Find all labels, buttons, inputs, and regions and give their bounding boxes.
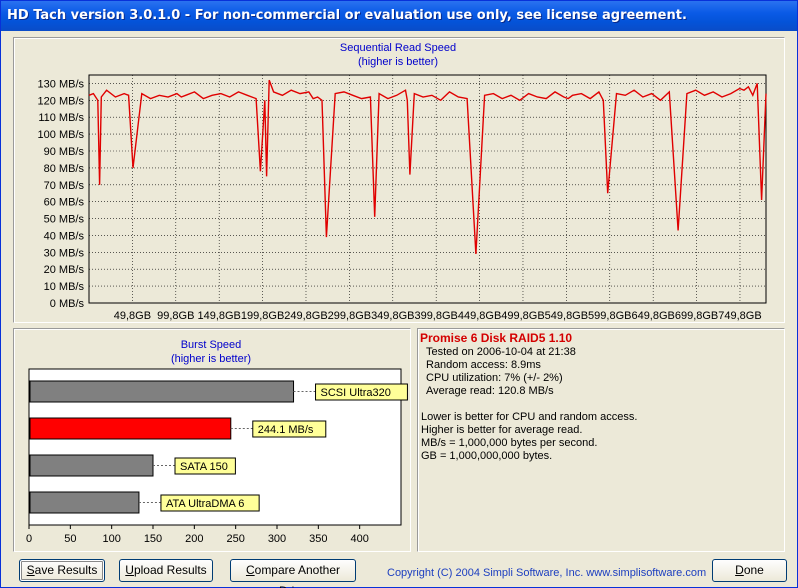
average-read-text: Average read: 120.8 MB/s <box>426 385 554 397</box>
burst-x-tick-label: 50 <box>64 533 76 545</box>
compare-drive-hotkey: C <box>245 563 255 577</box>
burst-x-tick-label: 0 <box>26 533 32 545</box>
burst-bar-label: SATA 150 <box>180 461 228 473</box>
seq-chart-subtitle: (higher is better) <box>358 56 438 68</box>
seq-y-tick-label: 0 MB/s <box>50 298 85 310</box>
seq-x-tick-label: 249,8GB <box>284 310 327 322</box>
seq-y-tick-label: 20 MB/s <box>44 264 85 276</box>
burst-label-box <box>174 457 236 475</box>
burst-speed-panel <box>13 328 411 552</box>
compare-drive-label: ompare Another Drive <box>254 563 341 588</box>
burst-x-tick-label: 400 <box>350 533 368 545</box>
seq-y-tick-label: 40 MB/s <box>44 230 85 242</box>
burst-bar <box>29 417 232 440</box>
seq-x-tick-label: 449,8GB <box>458 310 501 322</box>
burst-chart-x-ticks: 0 50 100 150 200 250 300 350 400 <box>26 525 369 545</box>
drive-info-panel <box>417 328 785 552</box>
seq-x-tick-label: 349,8GB <box>371 310 414 322</box>
seq-plot-area <box>88 74 767 304</box>
note-average-read: Higher is better for average read. <box>421 424 583 436</box>
burst-chart-bars: SCSI Ultra320 244.1 MB/s SATA 150 ATA Ultra… <box>29 380 408 514</box>
tested-on-text: Tested on 2006-10-04 at 21:38 <box>426 346 576 358</box>
done-hotkey: D <box>735 563 744 577</box>
burst-x-tick-label: 250 <box>226 533 244 545</box>
seq-y-tick-label: 50 MB/s <box>44 214 85 226</box>
seq-chart-y-ticks: 0 MB/s 10 MB/s 20 MB/s 30 MB/s 40 MB/s 50 MB/… <box>38 78 85 310</box>
seq-x-tick-label: 49,8GB <box>114 310 151 322</box>
save-results-button[interactable]: Save Results <box>19 559 105 582</box>
seq-y-tick-label: 90 MB/s <box>44 146 85 158</box>
upload-results-label: pload Results <box>133 563 207 577</box>
upload-results-button[interactable]: Upload Results <box>119 559 213 582</box>
seq-x-tick-label: 99,8GB <box>157 310 194 322</box>
note-cpu-random: Lower is better for CPU and random acces… <box>421 411 638 423</box>
save-results-label: ave Results <box>34 563 98 577</box>
burst-x-tick-label: 100 <box>102 533 120 545</box>
seq-y-tick-label: 30 MB/s <box>44 247 85 259</box>
done-label: one <box>743 563 764 577</box>
seq-y-tick-label: 80 MB/s <box>44 163 85 175</box>
seq-series-line <box>88 79 767 255</box>
burst-speed-chart: Burst Speed (higher is better) 0 50 100 150… <box>26 339 408 545</box>
sequential-read-panel <box>13 37 785 323</box>
burst-x-tick-label: 200 <box>185 533 203 545</box>
seq-x-tick-label: 499,8GB <box>501 310 544 322</box>
drive-title: Promise 6 Disk RAID5 1.10 <box>420 331 573 345</box>
random-access-text: Random access: 8.9ms <box>426 359 541 371</box>
compare-another-drive-button[interactable]: Compare Another Drive <box>230 559 356 588</box>
burst-label-box <box>252 420 327 438</box>
burst-x-tick-label: 300 <box>268 533 286 545</box>
seq-y-tick-label: 100 MB/s <box>38 129 85 141</box>
burst-bar <box>29 380 295 403</box>
seq-x-tick-label: 549,8GB <box>545 310 588 322</box>
seq-x-tick-label: 599,8GB <box>588 310 631 322</box>
cpu-utilization-text: CPU utilization: 7% (+/- 2%) <box>426 372 563 384</box>
burst-bar-label: ATA UltraDMA 6 <box>166 498 244 510</box>
seq-y-tick-label: 120 MB/s <box>38 95 85 107</box>
title-bar[interactable]: HD Tach version 3.0.1.0 - For non-commer… <box>1 1 797 31</box>
upload-results-hotkey: U <box>125 563 134 577</box>
burst-label-box <box>315 383 408 401</box>
seq-x-tick-label: 649,8GB <box>631 310 674 322</box>
seq-x-tick-label: 749,8GB <box>718 310 761 322</box>
burst-bar <box>29 454 154 477</box>
burst-bar <box>29 491 140 514</box>
burst-x-tick-label: 350 <box>309 533 327 545</box>
note-gb: GB = 1,000,000,000 bytes. <box>421 450 553 462</box>
burst-bar-label: 244.1 MB/s <box>258 424 314 436</box>
done-button[interactable]: Done <box>712 559 787 582</box>
sequential-read-chart: Sequential Read Speed (higher is better)… <box>38 42 767 322</box>
burst-bar-label: SCSI Ultra320 <box>321 387 391 399</box>
seq-x-tick-label: 299,8GB <box>328 310 371 322</box>
burst-chart-title: Burst Speed <box>181 339 242 351</box>
seq-y-tick-label: 70 MB/s <box>44 180 85 192</box>
seq-chart-x-ticks: 49,8GB 99,8GB 149,8GB 199,8GB 249,8GB 299,8GB… <box>114 310 762 322</box>
copyright-text: Copyright (C) 2004 Simpli Software, Inc.… <box>387 567 707 579</box>
seq-chart-grid <box>89 75 766 304</box>
burst-x-tick-label: 150 <box>144 533 162 545</box>
burst-label-box <box>160 494 260 512</box>
seq-y-tick-label: 10 MB/s <box>44 281 85 293</box>
seq-y-tick-label: 130 MB/s <box>38 78 85 90</box>
save-results-hotkey: S <box>26 563 35 577</box>
seq-y-tick-label: 110 MB/s <box>38 112 84 124</box>
seq-x-tick-label: 399,8GB <box>414 310 457 322</box>
note-mbs: MB/s = 1,000,000 bytes per second. <box>421 437 598 449</box>
seq-x-tick-label: 699,8GB <box>675 310 718 322</box>
burst-chart-subtitle: (higher is better) <box>171 353 251 365</box>
seq-chart-title: Sequential Read Speed <box>340 42 456 54</box>
seq-y-tick-label: 60 MB/s <box>44 197 85 209</box>
seq-x-tick-label: 149,8GB <box>197 310 240 322</box>
seq-x-tick-label: 199,8GB <box>241 310 284 322</box>
